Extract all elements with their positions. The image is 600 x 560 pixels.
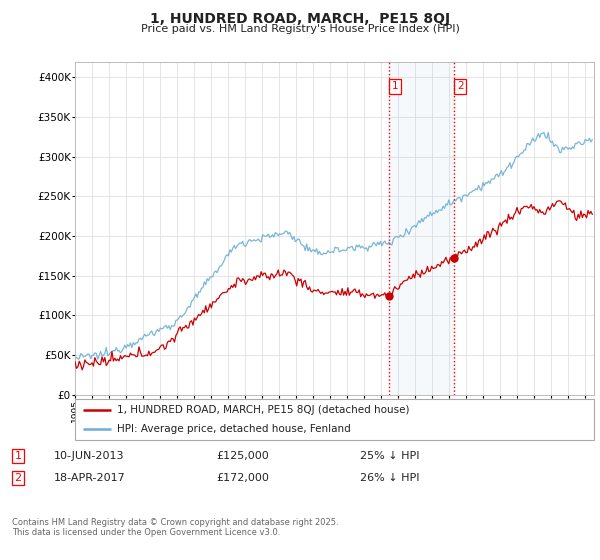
Text: Price paid vs. HM Land Registry's House Price Index (HPI): Price paid vs. HM Land Registry's House …	[140, 24, 460, 34]
Text: £125,000: £125,000	[216, 451, 269, 461]
Text: 10-JUN-2013: 10-JUN-2013	[54, 451, 125, 461]
Text: 26% ↓ HPI: 26% ↓ HPI	[360, 473, 419, 483]
Text: HPI: Average price, detached house, Fenland: HPI: Average price, detached house, Fenl…	[116, 423, 350, 433]
Text: 25% ↓ HPI: 25% ↓ HPI	[360, 451, 419, 461]
Text: 1: 1	[14, 451, 22, 461]
Text: 2: 2	[14, 473, 22, 483]
Text: 2: 2	[457, 81, 463, 91]
Text: 1, HUNDRED ROAD, MARCH,  PE15 8QJ: 1, HUNDRED ROAD, MARCH, PE15 8QJ	[150, 12, 450, 26]
Text: Contains HM Land Registry data © Crown copyright and database right 2025.
This d: Contains HM Land Registry data © Crown c…	[12, 518, 338, 538]
Text: 1: 1	[391, 81, 398, 91]
Text: 18-APR-2017: 18-APR-2017	[54, 473, 126, 483]
FancyBboxPatch shape	[75, 399, 594, 440]
Text: 1, HUNDRED ROAD, MARCH, PE15 8QJ (detached house): 1, HUNDRED ROAD, MARCH, PE15 8QJ (detach…	[116, 405, 409, 415]
Text: £172,000: £172,000	[216, 473, 269, 483]
Bar	[389, 62, 454, 395]
